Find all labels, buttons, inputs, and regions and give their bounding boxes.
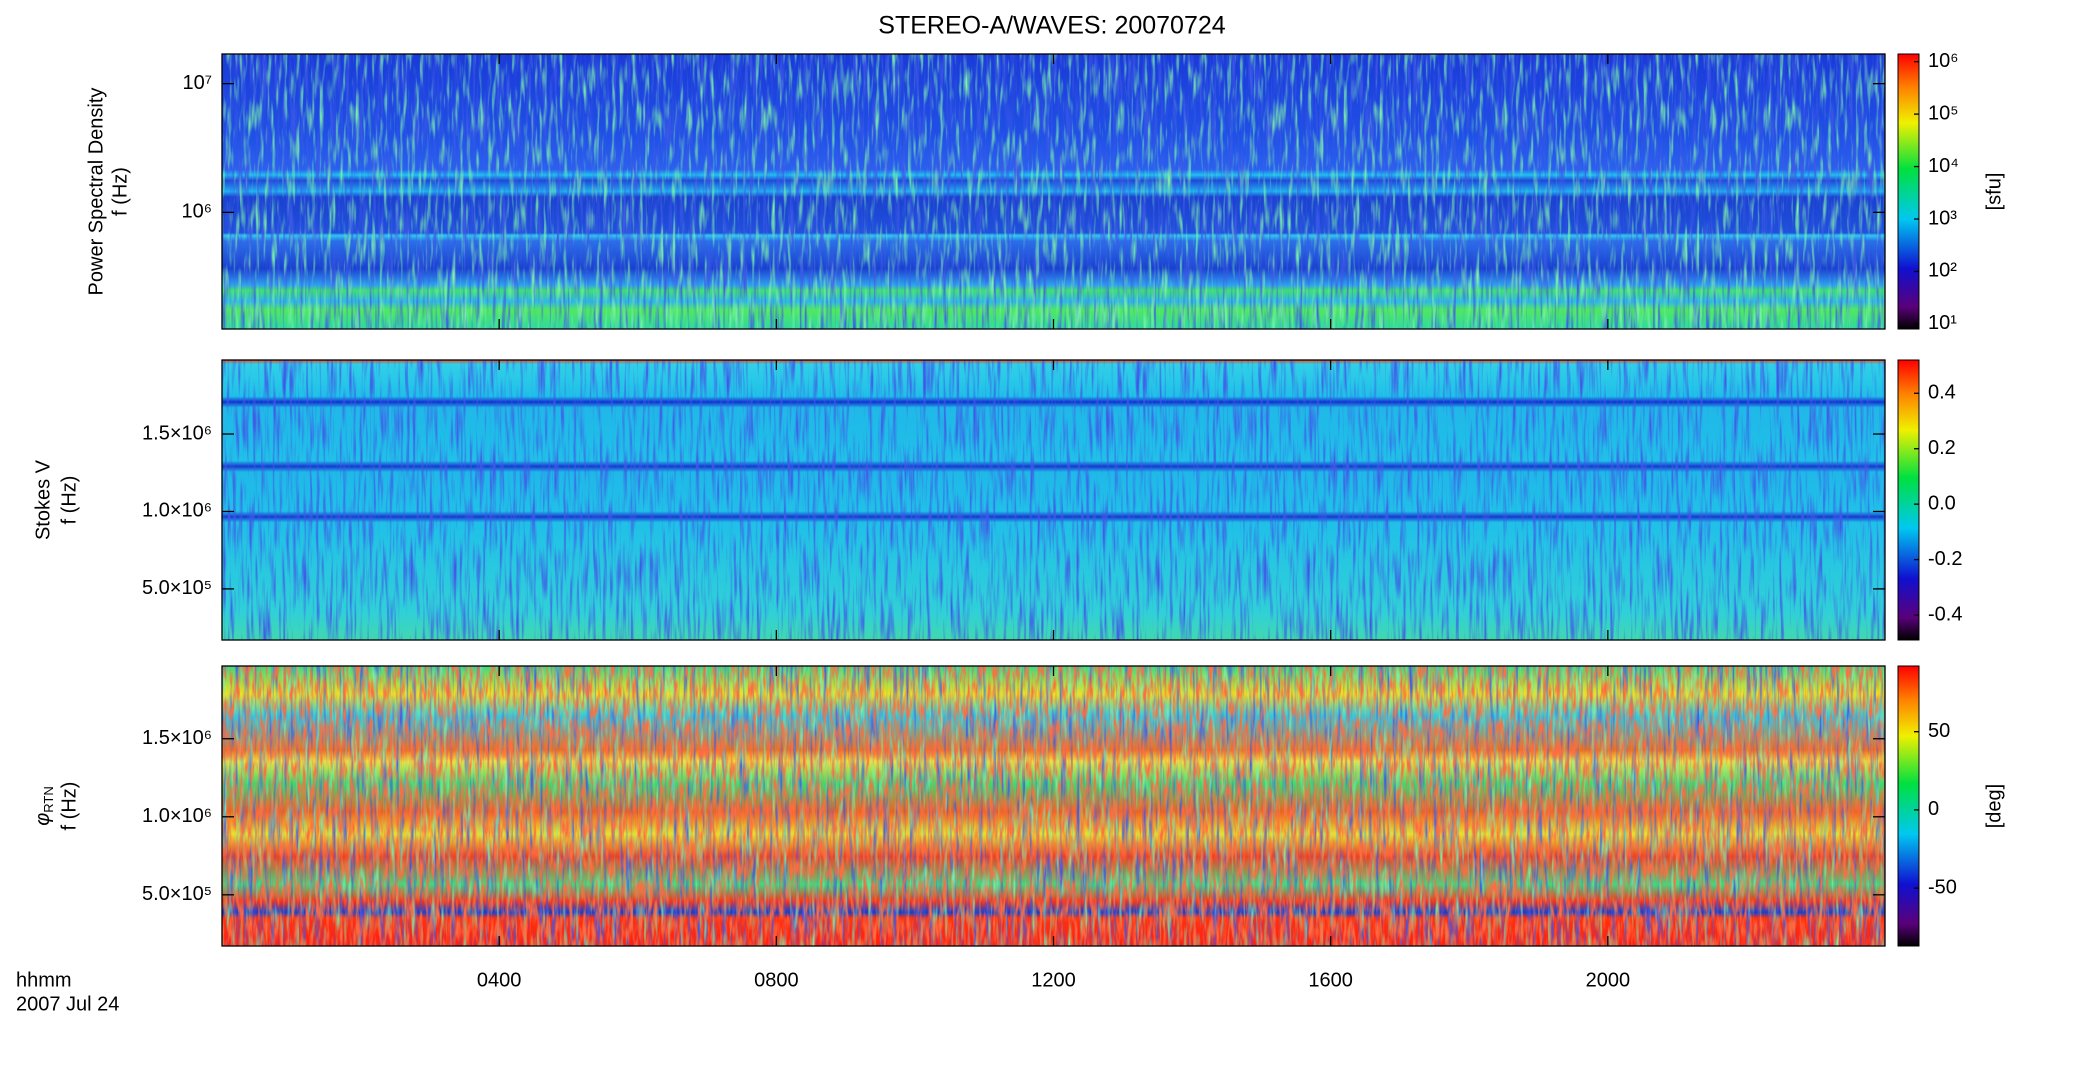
colorbar-tick-label: -0.4 bbox=[1928, 603, 1962, 625]
y-tick-label: 1.0×10⁶ bbox=[142, 500, 212, 522]
x-tick-label: 0800 bbox=[754, 969, 799, 991]
y-axis-label-subscript: RTN bbox=[41, 786, 56, 812]
colorbar-tick-label: 10⁴ bbox=[1928, 155, 1959, 177]
y-axis-label: φRTN bbox=[32, 786, 56, 826]
colorbar-label: [sfu] bbox=[1983, 173, 2005, 211]
colorbar-tick-label: 50 bbox=[1928, 720, 1950, 742]
colorbar bbox=[1897, 53, 1920, 330]
y-axis-label: Stokes V bbox=[32, 459, 54, 540]
colorbar-tick-label: -0.2 bbox=[1928, 548, 1962, 570]
x-tick-label: 1600 bbox=[1308, 969, 1353, 991]
spectrogram-texture bbox=[222, 360, 1885, 640]
y-tick-label: 10⁷ bbox=[183, 72, 212, 94]
x-tick-label: 2000 bbox=[1586, 969, 1631, 991]
x-axis-label: hhmm bbox=[16, 969, 72, 991]
colorbar-tick-label: 0.0 bbox=[1928, 492, 1956, 514]
colorbar-tick-label: 10² bbox=[1928, 260, 1957, 282]
colorbar-tick-label: 10¹ bbox=[1928, 312, 1957, 334]
colorbar-tick-label: 10⁶ bbox=[1928, 50, 1958, 72]
y-tick-label: 5.0×10⁵ bbox=[142, 577, 212, 599]
spectrogram-texture bbox=[222, 54, 1885, 329]
colorbar-label: [deg] bbox=[1983, 784, 2005, 828]
x-axis-label: 2007 Jul 24 bbox=[16, 993, 119, 1015]
y-axis-label: Power Spectral Density bbox=[85, 88, 107, 296]
colorbar bbox=[1897, 665, 1920, 947]
colorbar-tick-label: 10⁵ bbox=[1928, 102, 1959, 124]
y-axis-label: f (Hz) bbox=[109, 167, 131, 216]
colorbar bbox=[1897, 359, 1920, 641]
y-tick-label: 1.5×10⁶ bbox=[142, 727, 212, 749]
y-tick-label: 1.5×10⁶ bbox=[142, 422, 212, 444]
y-tick-label: 10⁶ bbox=[182, 201, 212, 223]
colorbar-tick-label: 0 bbox=[1928, 798, 1939, 820]
colorbar-tick-label: 0.2 bbox=[1928, 437, 1956, 459]
y-axis-label: f (Hz) bbox=[58, 782, 80, 831]
chart-title: STEREO-A/WAVES: 20070724 bbox=[878, 12, 1225, 40]
y-axis-label-symbol: φ bbox=[32, 813, 54, 826]
colorbar-tick-label: 10³ bbox=[1928, 207, 1957, 229]
x-tick-label: 0400 bbox=[477, 969, 522, 991]
colorbar-tick-label: 0.4 bbox=[1928, 382, 1956, 404]
colorbar-tick-label: -50 bbox=[1928, 876, 1957, 898]
spectrogram-texture bbox=[222, 666, 1885, 946]
x-tick-label: 1200 bbox=[1031, 969, 1076, 991]
y-tick-label: 5.0×10⁵ bbox=[142, 883, 212, 905]
y-tick-label: 1.0×10⁶ bbox=[142, 805, 212, 827]
y-axis-label: f (Hz) bbox=[58, 476, 80, 525]
